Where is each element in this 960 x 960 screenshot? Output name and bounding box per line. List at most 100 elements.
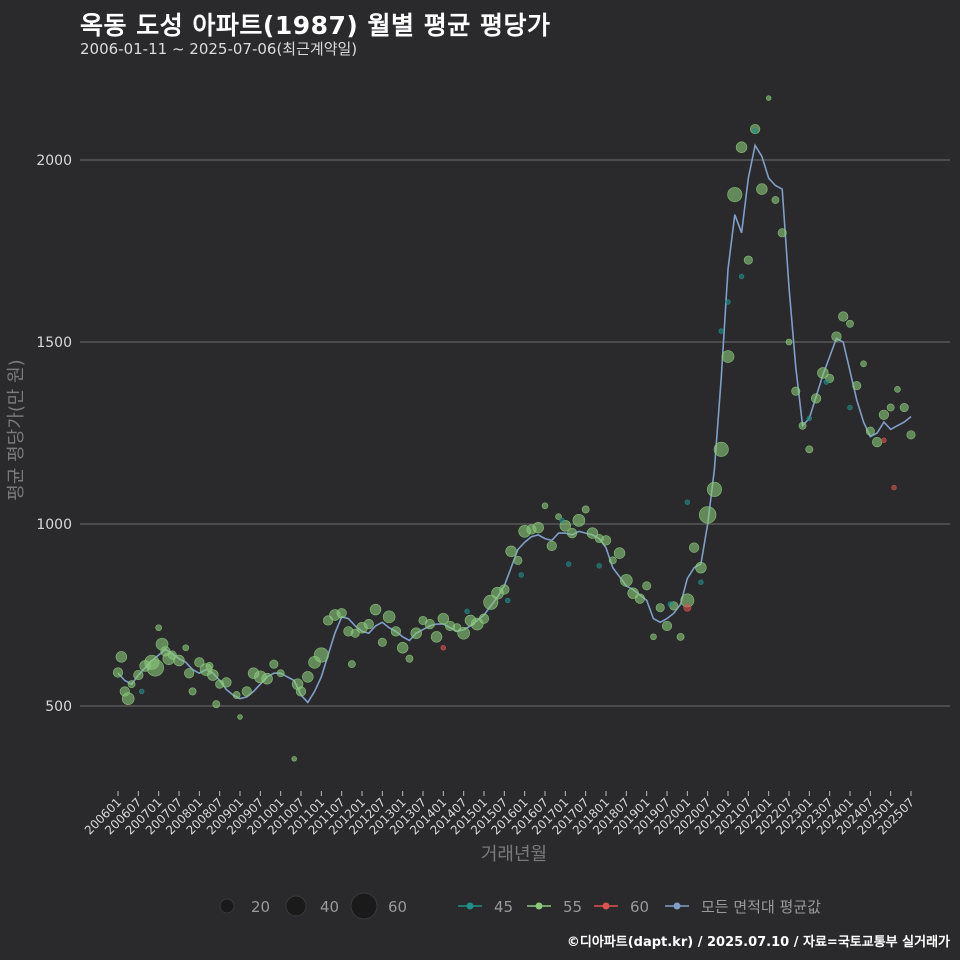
point-60-2 xyxy=(881,437,887,443)
point-55-17 xyxy=(188,687,197,696)
point-55-56 xyxy=(430,631,443,643)
legend-size-label-20: 20 xyxy=(251,898,270,916)
point-55-30 xyxy=(261,672,273,685)
point-55-5 xyxy=(133,669,144,681)
point-55-117 xyxy=(846,319,854,328)
point-55-14 xyxy=(173,654,185,667)
point-55-16 xyxy=(184,668,195,679)
point-45-3 xyxy=(518,572,524,578)
point-45-9 xyxy=(698,579,704,585)
point-55-84 xyxy=(620,574,633,587)
legend-dot-0 xyxy=(466,902,474,910)
point-55-9 xyxy=(155,624,162,632)
point-55-18 xyxy=(194,657,205,668)
grid-lines xyxy=(80,159,950,707)
point-55-43 xyxy=(347,660,356,669)
point-55-75 xyxy=(559,520,572,532)
point-55-50 xyxy=(390,626,401,637)
point-45-14 xyxy=(806,415,813,422)
point-55-27 xyxy=(241,686,252,697)
point-55-51 xyxy=(396,642,409,654)
point-55-119 xyxy=(860,360,867,368)
point-55-126 xyxy=(906,430,916,440)
point-55-60 xyxy=(457,626,470,640)
average-line xyxy=(117,143,912,704)
point-55-57 xyxy=(437,612,450,625)
point-55-100 xyxy=(727,187,743,203)
legend-series-label-3: 모든 면적대 평균값 xyxy=(701,898,821,916)
y-tick-label-500: 500 xyxy=(45,699,72,715)
point-55-94 xyxy=(689,542,700,553)
point-55-112 xyxy=(811,393,822,404)
point-55-63 xyxy=(478,613,490,624)
point-55-107 xyxy=(777,228,787,238)
point-45-12 xyxy=(738,273,745,280)
point-45-10 xyxy=(718,328,724,334)
point-60-3 xyxy=(891,484,897,491)
point-55-15 xyxy=(182,644,190,652)
page-subtitle: 2006-01-11 ~ 2025-07-06(최근계약일) xyxy=(80,40,358,58)
point-55-102 xyxy=(743,255,753,265)
point-55-118 xyxy=(852,381,862,391)
legend-dot-3 xyxy=(673,902,681,910)
point-55-25 xyxy=(232,691,241,699)
x-axis-label: 거래년월 xyxy=(481,844,547,865)
point-45-5 xyxy=(566,561,572,567)
point-55-109 xyxy=(791,386,801,396)
point-55-88 xyxy=(650,633,657,641)
page-title: 옥동 도성 아파트(1987) 월별 평균 평당가 xyxy=(80,11,551,40)
point-55-49 xyxy=(382,610,396,624)
point-55-122 xyxy=(878,409,889,420)
point-55-86 xyxy=(634,593,645,604)
legend-size-label-60: 60 xyxy=(388,898,407,916)
point-55-47 xyxy=(369,603,382,616)
point-45-15 xyxy=(823,379,829,385)
point-55-124 xyxy=(894,386,901,393)
legend-size-label-40: 40 xyxy=(320,898,339,916)
point-55-104 xyxy=(756,183,768,195)
point-55-89 xyxy=(655,603,665,613)
point-45-11 xyxy=(725,299,731,305)
point-55-97 xyxy=(706,481,722,497)
x-axis: 2006012006072007012007072008012008072009… xyxy=(82,791,917,838)
point-55-121 xyxy=(872,437,883,448)
point-55-101 xyxy=(735,141,748,153)
data-points xyxy=(112,95,916,762)
point-55-82 xyxy=(608,556,617,565)
legend-dot-2 xyxy=(602,902,610,910)
point-55-48 xyxy=(377,637,387,647)
point-55-116 xyxy=(838,311,849,322)
point-45-7 xyxy=(667,601,674,607)
point-55-106 xyxy=(771,196,780,204)
point-55-41 xyxy=(336,608,347,619)
point-55-52 xyxy=(405,654,414,663)
point-45-2 xyxy=(505,597,511,604)
point-45-8 xyxy=(684,499,691,505)
point-55-8 xyxy=(146,659,164,677)
point-55-31 xyxy=(269,659,279,669)
point-55-68 xyxy=(513,555,523,565)
point-55-0 xyxy=(112,667,124,678)
point-55-71 xyxy=(532,521,544,534)
point-55-64 xyxy=(483,594,499,610)
point-55-110 xyxy=(798,421,807,430)
point-55-120 xyxy=(865,426,875,436)
point-55-21 xyxy=(207,669,219,681)
point-60-1 xyxy=(683,603,692,612)
point-55-73 xyxy=(546,540,557,551)
point-55-96 xyxy=(698,506,717,524)
point-55-105 xyxy=(765,95,772,101)
point-55-108 xyxy=(785,338,793,346)
point-55-22 xyxy=(212,700,221,709)
point-55-113 xyxy=(817,367,829,379)
y-axis: 500 1000 1500 2000 xyxy=(36,153,72,715)
point-55-20 xyxy=(205,662,214,670)
point-55-44 xyxy=(350,628,360,638)
point-45-1 xyxy=(464,608,470,615)
point-55-95 xyxy=(695,561,707,574)
legend: 20 40 60 45 55 60 모든 면적대 평균값 xyxy=(219,892,821,920)
point-55-3 xyxy=(121,692,135,706)
point-55-66 xyxy=(499,584,510,595)
point-55-1 xyxy=(115,651,128,663)
point-60-0 xyxy=(440,645,447,651)
